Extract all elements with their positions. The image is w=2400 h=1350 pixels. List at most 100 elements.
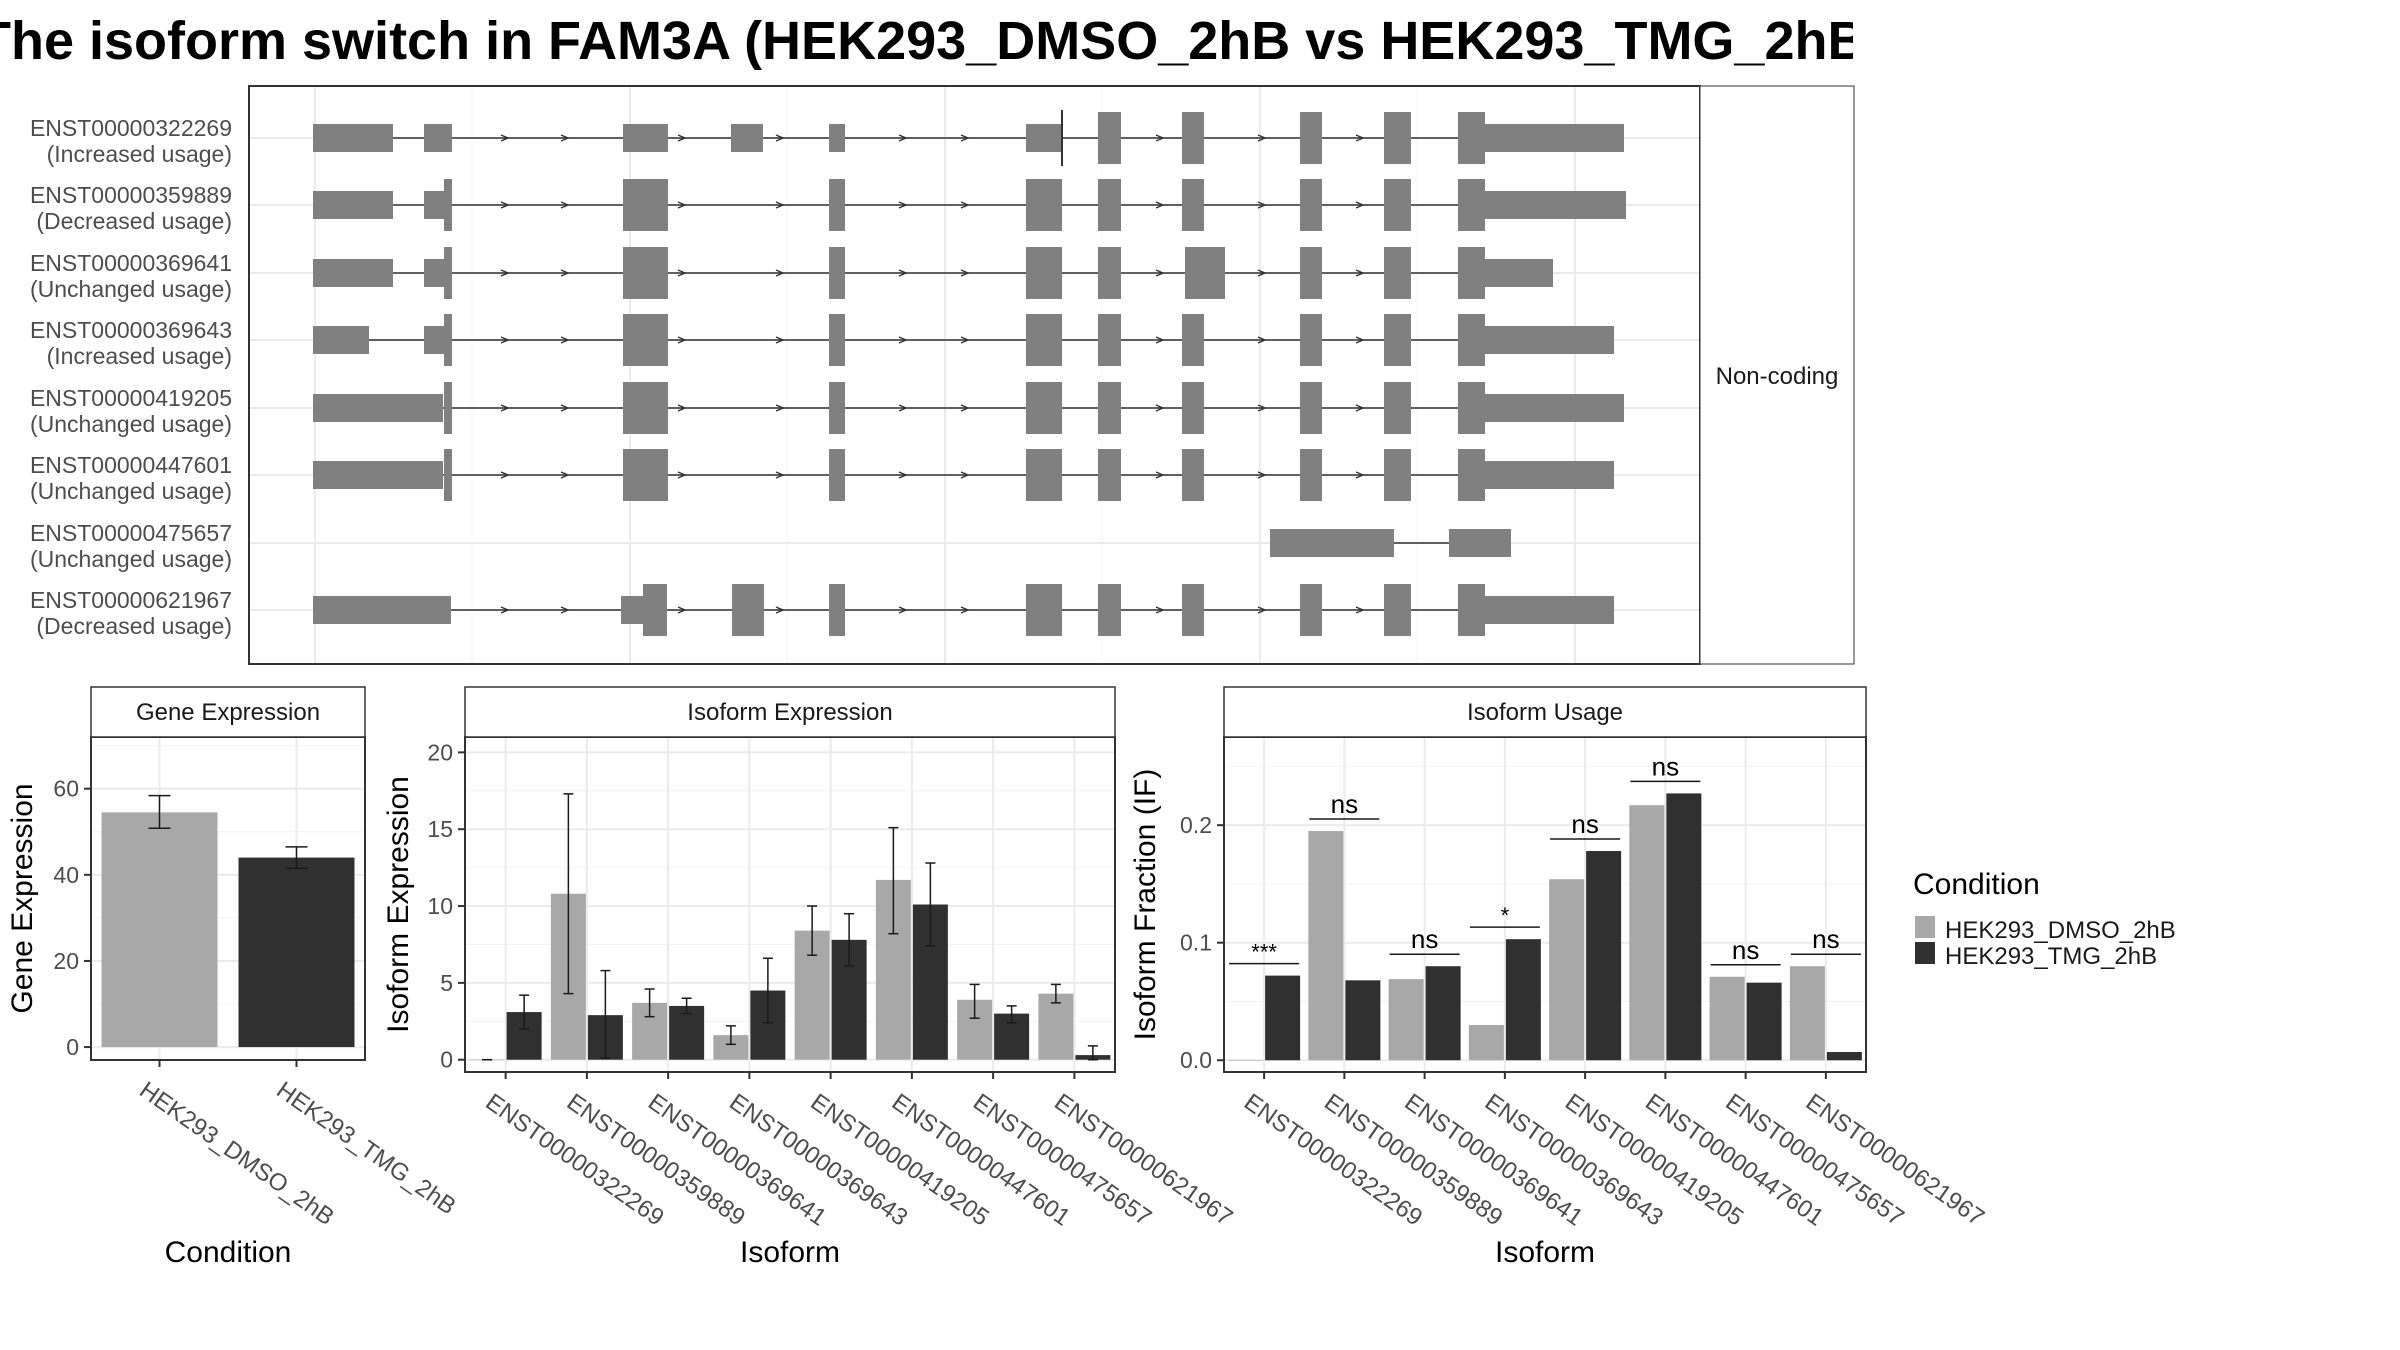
strand-arrow	[960, 201, 970, 209]
strand-arrow	[960, 606, 970, 614]
exon	[313, 259, 393, 287]
strand-arrow	[500, 606, 510, 614]
exon	[1478, 191, 1626, 219]
exon	[1300, 112, 1322, 164]
strand-arrow	[500, 134, 510, 142]
exon	[424, 259, 444, 287]
transcript-track	[313, 247, 1553, 299]
significance-label: ns	[1652, 751, 1679, 781]
exon	[1026, 382, 1062, 434]
transcript-usage-label: (Decreased usage)	[36, 208, 232, 234]
strand-arrow	[775, 134, 785, 142]
exon	[313, 191, 393, 219]
significance-label: ns	[1331, 789, 1358, 819]
strand-arrow	[775, 471, 785, 479]
strand-arrow	[775, 606, 785, 614]
exon	[444, 382, 452, 434]
strand-arrow	[1355, 471, 1365, 479]
facet-strip-label: Isoform Expression	[687, 699, 892, 726]
transcript-id-label: ENST00000369641	[30, 250, 232, 276]
facet-strip	[90, 686, 366, 738]
strand-arrow	[677, 404, 687, 412]
strand-arrow	[1155, 404, 1165, 412]
exon	[313, 461, 443, 489]
y-tick-label: 15	[427, 816, 453, 842]
bar	[1826, 1052, 1862, 1061]
strand-arrow	[960, 404, 970, 412]
strand-arrow	[898, 269, 908, 277]
bar	[101, 812, 218, 1048]
transcript-id-label: ENST00000322269	[30, 115, 232, 141]
y-tick-label: 0	[440, 1047, 453, 1073]
exon	[444, 449, 452, 501]
exon	[1098, 449, 1121, 501]
exon	[1182, 584, 1204, 636]
exon	[1478, 596, 1614, 624]
exon	[732, 584, 764, 636]
exon	[1098, 314, 1121, 366]
strand-arrow	[1155, 201, 1165, 209]
significance-label: ns	[1812, 924, 1839, 954]
strand-arrow	[677, 471, 687, 479]
exon	[1098, 112, 1121, 164]
exon	[444, 314, 452, 366]
strand-arrow	[898, 336, 908, 344]
transcript-usage-label: (Increased usage)	[47, 141, 232, 167]
y-axis-title: Gene Expression	[6, 783, 39, 1013]
exon	[731, 124, 763, 152]
strand-arrow	[1355, 336, 1365, 344]
exon	[1026, 584, 1062, 636]
strand-arrow	[1155, 336, 1165, 344]
exon	[829, 314, 845, 366]
exon	[1478, 394, 1624, 422]
strand-arrow	[898, 134, 908, 142]
strand-arrow	[560, 134, 570, 142]
exon	[829, 247, 845, 299]
exon	[444, 179, 452, 231]
significance-label: ns	[1732, 935, 1759, 965]
exon	[313, 326, 369, 354]
strand-arrow	[1257, 134, 1267, 142]
x-axis-title: Condition	[165, 1236, 292, 1269]
bar	[238, 857, 355, 1048]
strand-arrow	[1355, 134, 1365, 142]
exon	[1384, 382, 1411, 434]
transcript-id-label: ENST00000419205	[30, 385, 232, 411]
strand-arrow	[960, 471, 970, 479]
legend-key-dmso	[1915, 916, 1935, 938]
legend-label-tmg: HEK293_TMG_2hB	[1945, 943, 2157, 970]
strand-arrow	[560, 471, 570, 479]
exon	[1182, 382, 1204, 434]
strand-arrow	[1355, 201, 1365, 209]
exon	[1300, 314, 1322, 366]
exon	[623, 449, 668, 501]
y-tick-label: 0.1	[1180, 930, 1212, 956]
exon	[1384, 314, 1411, 366]
exon	[1098, 247, 1121, 299]
transcript-track	[313, 382, 1624, 434]
transcript-id-label: ENST00000369643	[30, 317, 232, 343]
y-tick-label: 60	[53, 776, 79, 802]
exon	[444, 247, 452, 299]
strand-arrow	[898, 404, 908, 412]
significance-label: *	[1501, 903, 1510, 928]
exon	[1098, 382, 1121, 434]
strand-arrow	[1257, 471, 1267, 479]
x-axis-title: Isoform	[740, 1236, 840, 1269]
bar	[669, 1005, 705, 1060]
strand-arrow	[775, 201, 785, 209]
exon	[623, 314, 668, 366]
strand-arrow	[1155, 606, 1165, 614]
strand-arrow	[560, 201, 570, 209]
transcript-id-label: ENST00000359889	[30, 182, 232, 208]
exon	[1384, 449, 1411, 501]
bar	[1709, 976, 1745, 1061]
transcript-usage-label: (Unchanged usage)	[30, 411, 232, 437]
exon	[623, 382, 668, 434]
facet-strip-label: Non-coding	[1716, 363, 1839, 390]
y-tick-label: 5	[440, 970, 453, 996]
exon	[829, 584, 845, 636]
transcript-id-label: ENST00000447601	[30, 452, 232, 478]
strand-arrow	[560, 404, 570, 412]
facet-strip-label: Gene Expression	[136, 699, 320, 726]
